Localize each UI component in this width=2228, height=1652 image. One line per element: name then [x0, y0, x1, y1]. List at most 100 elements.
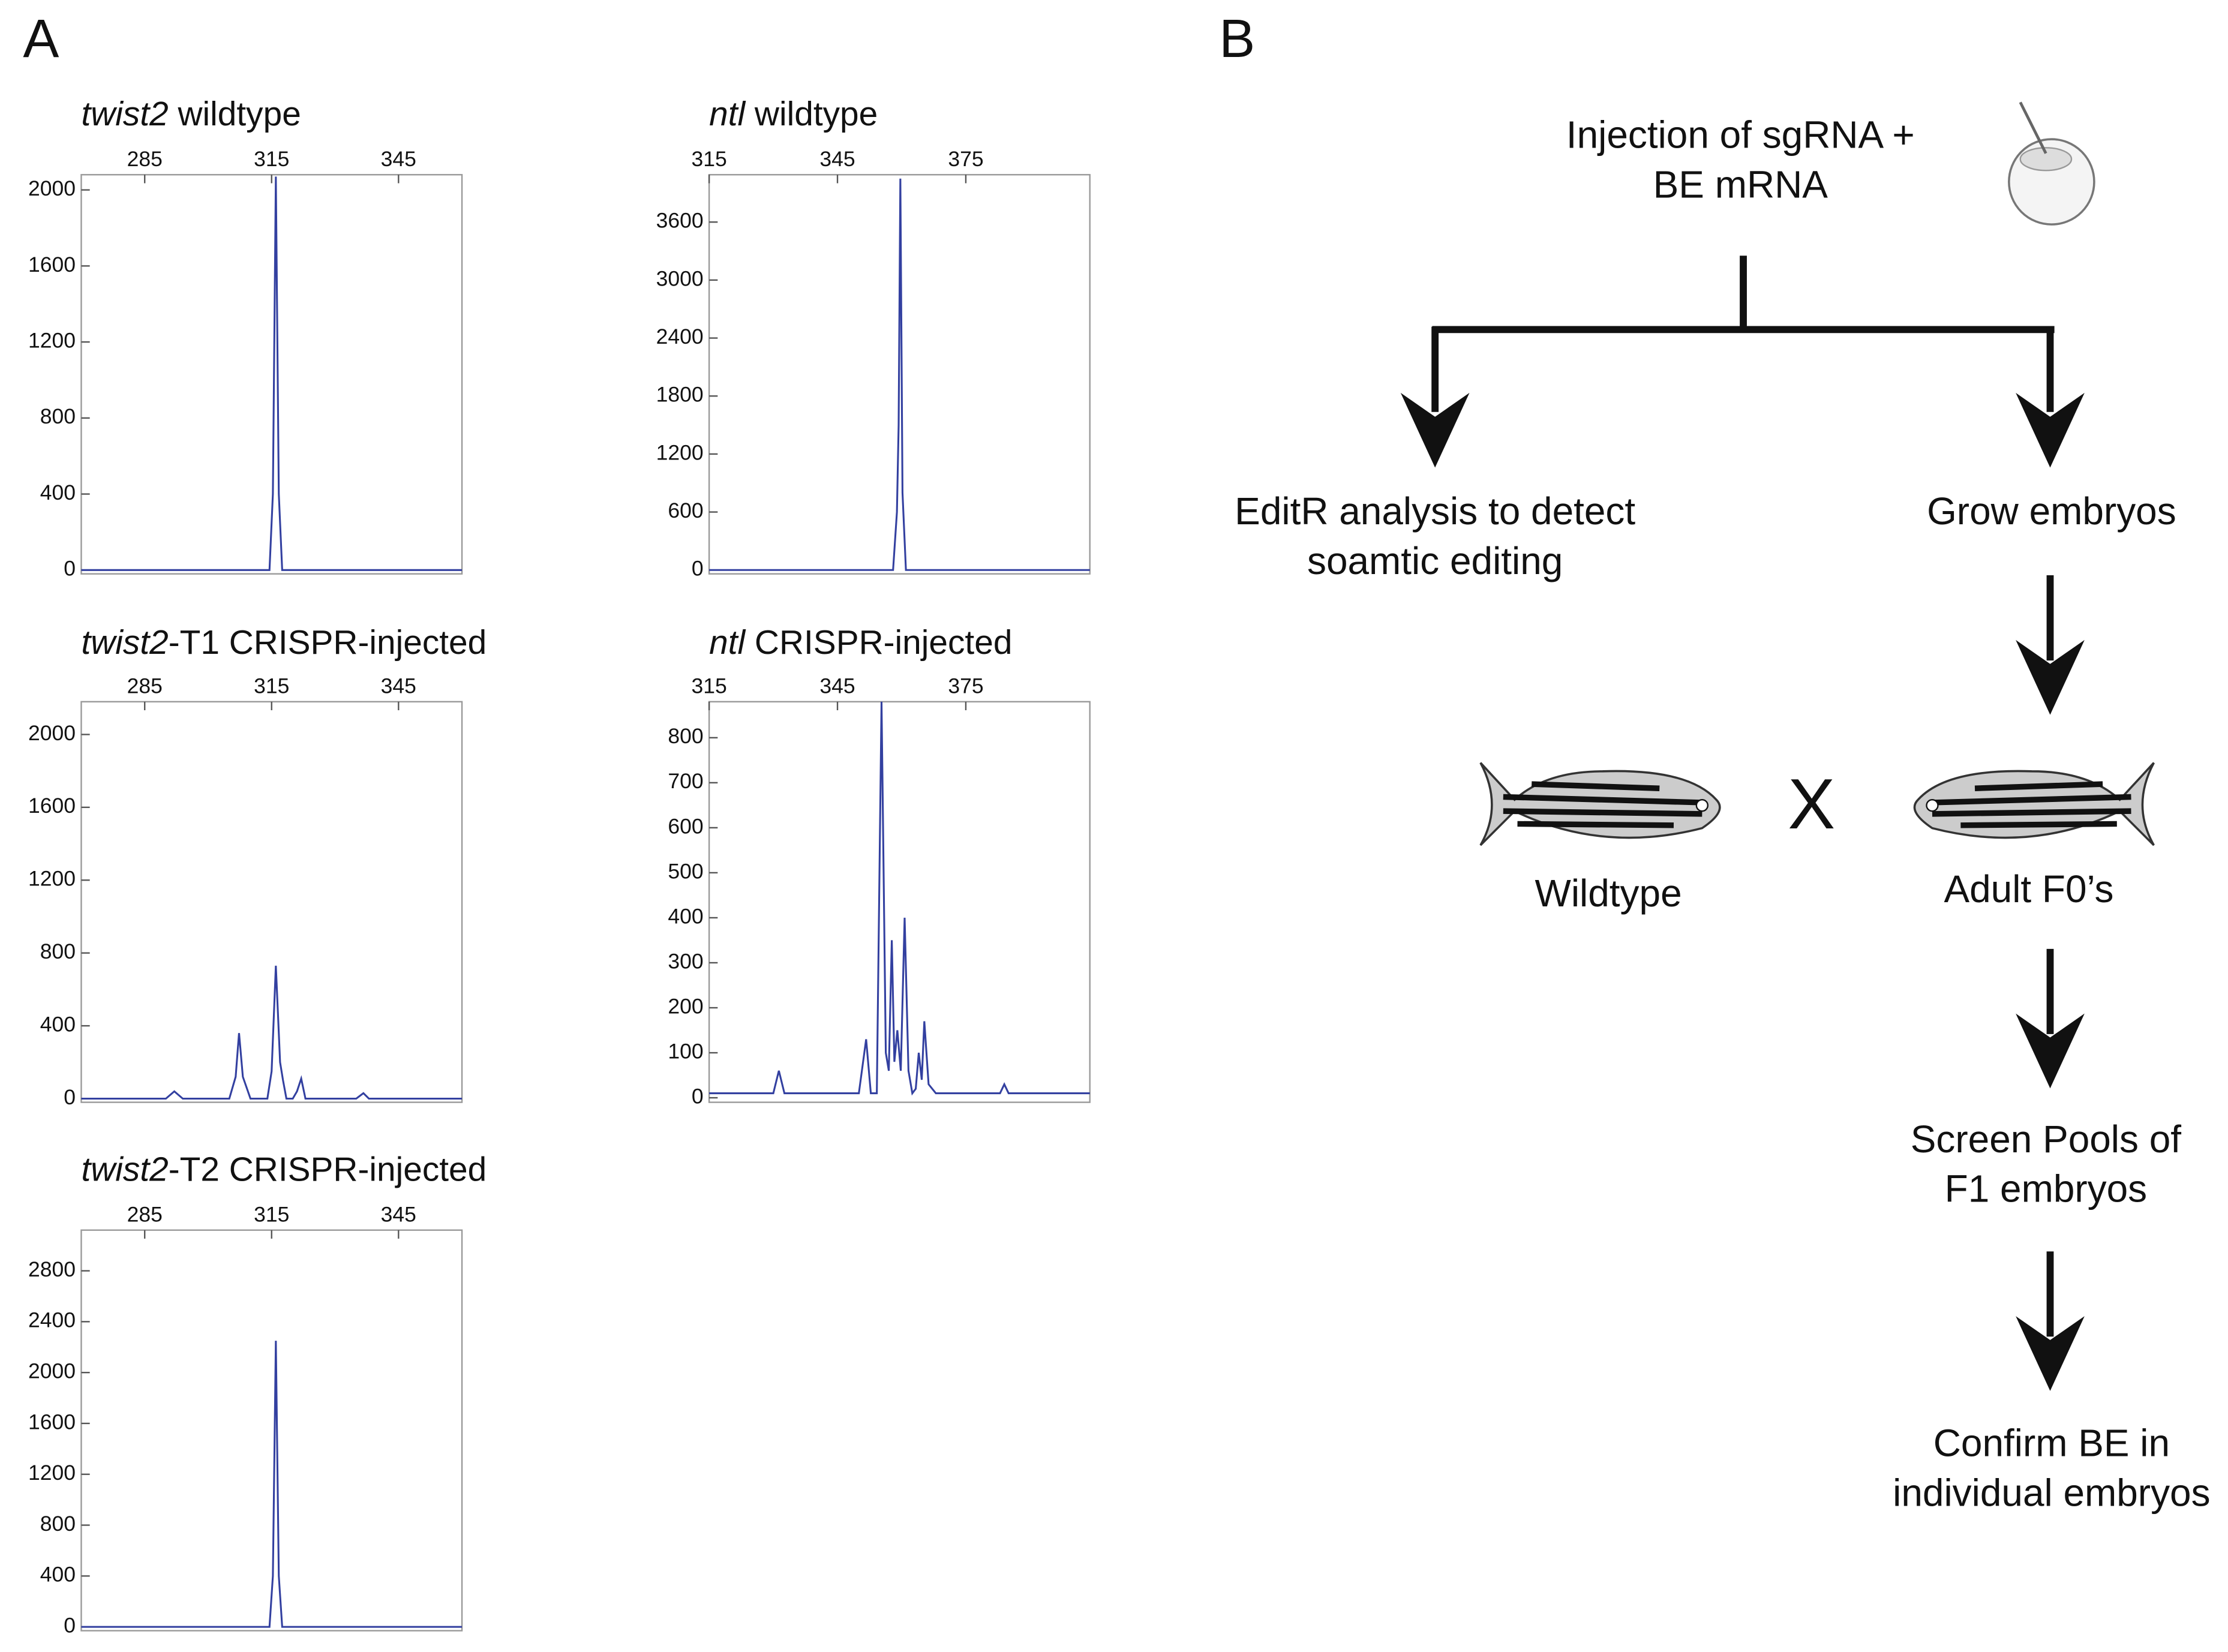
x-tick-label: 375: [948, 147, 983, 171]
flow-step: Injection of sgRNA +: [1566, 113, 1915, 157]
trace: [81, 1341, 463, 1628]
trace: [709, 178, 1090, 571]
y-tick-label: 800: [40, 404, 76, 428]
fish-stripes: [1503, 781, 1702, 828]
y-tick-label: 500: [668, 859, 703, 883]
y-tick-label: 2000: [28, 1359, 76, 1383]
cross-symbol: X: [1788, 765, 1835, 844]
y-tick-label: 1600: [28, 253, 76, 277]
title-gene: twist2: [81, 624, 168, 662]
y-tick-label: 1200: [28, 867, 76, 891]
y-tick-label: 800: [668, 724, 703, 748]
flow-step: Screen Pools of: [1911, 1118, 2182, 1161]
chart-title: twist2-T1 CRISPR-injected: [81, 624, 487, 662]
y-tick-label: 100: [668, 1039, 703, 1063]
title-text: wildtype: [169, 95, 301, 133]
x-tick-label: 375: [948, 674, 983, 698]
y-tick-label: 1600: [28, 1410, 76, 1434]
y-tick-label: 400: [40, 480, 76, 504]
y-tick-label: 300: [668, 949, 703, 973]
title-text: wildtype: [745, 95, 878, 133]
plot-frame: [708, 174, 1091, 575]
chart-title: twist2 wildtype: [81, 95, 301, 133]
x-tick-label: 345: [819, 674, 855, 698]
fish-icon: [1913, 762, 2155, 846]
y-tick-label: 800: [40, 939, 76, 963]
y-tick-label: 600: [668, 814, 703, 838]
y-tick-label: 3600: [656, 209, 704, 233]
flow-step: individual embryos: [1893, 1471, 2210, 1514]
y-tick-label: 0: [64, 1614, 76, 1638]
y-tick-label: 400: [40, 1012, 76, 1036]
panel-label: B: [1219, 9, 1255, 69]
y-tick-label: 0: [692, 557, 704, 581]
flow-step: Wildtype: [1535, 872, 1682, 915]
title-text: -T2 CRISPR-injected: [169, 1151, 487, 1189]
y-tick-label: 400: [668, 904, 703, 928]
chart: ntl CRISPR-injected 315 345 375 0 100 200 300 40…: [668, 624, 1091, 1108]
connectors: [1400, 256, 2085, 1391]
y-tick-label: 600: [668, 498, 703, 522]
x-tick-label: 285: [127, 147, 163, 171]
y-tick-label: 1800: [656, 383, 704, 407]
flow-step: Confirm BE in: [1933, 1422, 2170, 1465]
plot-frame: [80, 1229, 463, 1632]
fish-icon: [1479, 762, 1721, 846]
chart-title: twist2-T2 CRISPR-injected: [81, 1151, 487, 1189]
chart: ntl wildtype 315 345 375 0 600 1200 1800 2400 300…: [656, 95, 1091, 581]
y-tick-label: 0: [64, 1085, 76, 1109]
title-gene: twist2: [81, 1151, 168, 1189]
y-tick-label: 400: [40, 1563, 76, 1587]
y-tick-label: 200: [668, 994, 703, 1018]
y-tick-label: 2000: [28, 721, 76, 745]
flow-step: EditR analysis to detect: [1235, 489, 1635, 533]
needle: [2019, 101, 2047, 154]
x-tick-label: 315: [691, 147, 726, 171]
arrowhead: [2016, 1316, 2085, 1391]
yolk: [2019, 147, 2073, 172]
fish-stripes: [1932, 781, 2131, 828]
arrowhead: [2016, 392, 2085, 468]
arrowhead: [2016, 639, 2085, 715]
x-tick-label: 285: [127, 1202, 163, 1226]
plot-frame: [708, 701, 1091, 1103]
x-tick-label: 345: [819, 147, 855, 171]
y-tick-label: 1200: [28, 1461, 76, 1485]
arrowhead: [1400, 392, 1470, 468]
y-tick-label: 0: [692, 1084, 704, 1108]
title-gene: twist2: [81, 95, 168, 133]
x-tick-label: 345: [381, 1202, 416, 1226]
y-tick-label: 1200: [656, 440, 704, 464]
x-tick-label: 345: [381, 674, 416, 698]
panel-label: A: [23, 9, 59, 69]
title-gene: ntl: [709, 624, 746, 662]
title-text: -T1 CRISPR-injected: [169, 624, 487, 662]
y-tick-label: 800: [40, 1512, 76, 1536]
y-tick-label: 3000: [656, 266, 704, 290]
flow-step: Adult F0’s: [1944, 867, 2113, 911]
trace: [709, 701, 1090, 1096]
plot-frame: [80, 701, 463, 1103]
arrowhead: [2016, 1013, 2085, 1089]
flow-step: soamtic editing: [1307, 539, 1563, 582]
trace: [81, 965, 463, 1100]
y-tick-label: 700: [668, 769, 703, 793]
flow-step: BE mRNA: [1653, 163, 1828, 206]
y-tick-label: 2800: [28, 1257, 76, 1281]
x-tick-label: 315: [254, 147, 289, 171]
fish-eye: [1926, 799, 1939, 812]
title-gene: ntl: [709, 95, 746, 133]
chart-title: ntl wildtype: [709, 95, 878, 133]
y-tick-label: 2400: [28, 1308, 76, 1332]
y-tick-label: 0: [64, 557, 76, 581]
y-tick-label: 2400: [656, 325, 704, 349]
y-tick-label: 1200: [28, 328, 76, 352]
x-tick-label: 285: [127, 674, 163, 698]
flow-step: F1 embryos: [1945, 1167, 2147, 1211]
embryo-icon: [2008, 101, 2095, 226]
